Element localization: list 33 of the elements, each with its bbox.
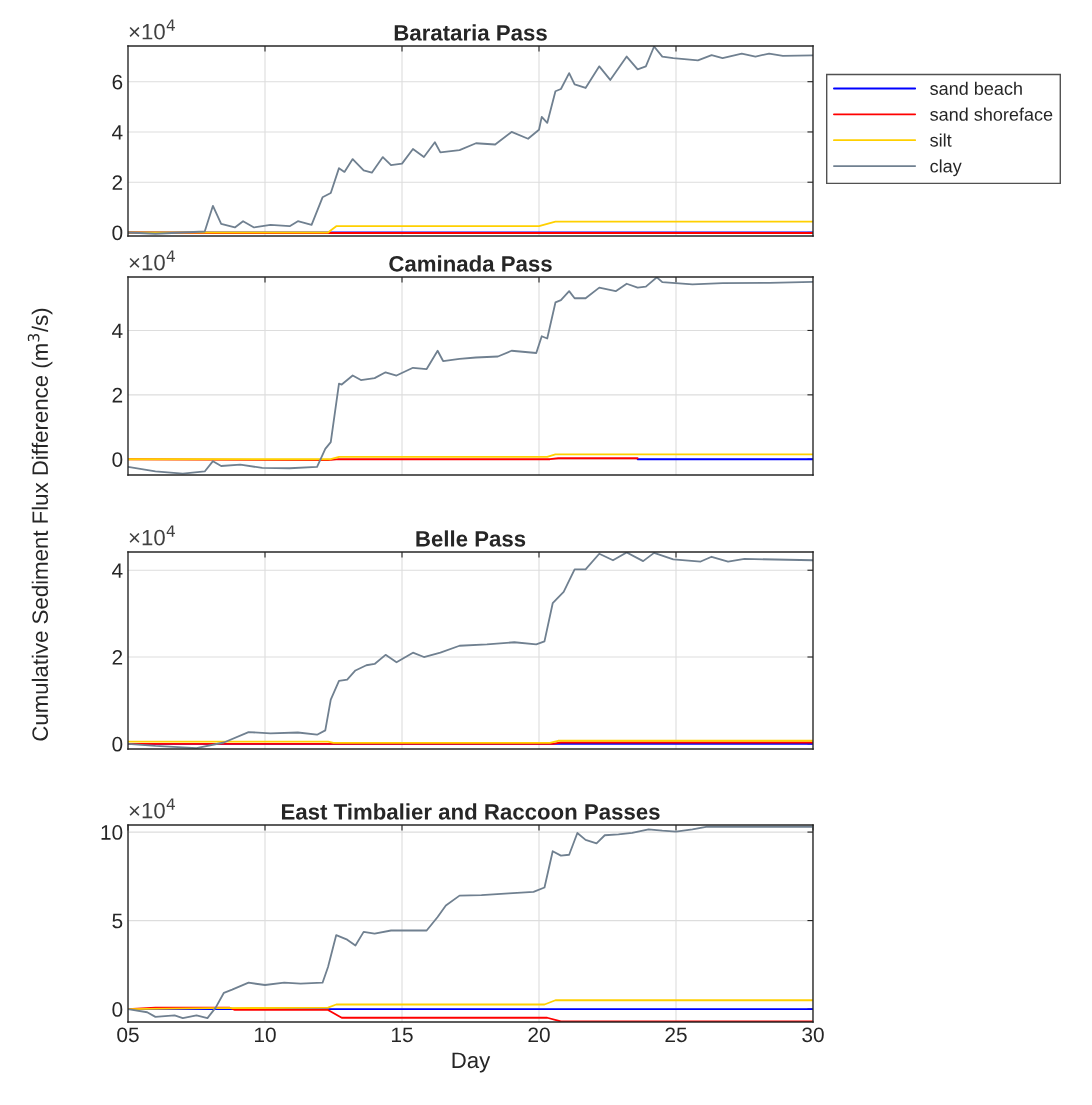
y-tick-label: 4 — [112, 563, 123, 578]
x-tick-label: 30 — [802, 1027, 824, 1043]
chart-title: East Timbalier and Raccoon Passes — [281, 803, 660, 820]
chart-title: Barataria Pass — [394, 24, 547, 41]
legend-label: sand shoreface — [930, 107, 1053, 121]
y-axis-title: Cumulative Sediment Flux Difference (m$^{3}$/s) — [27, 308, 53, 741]
legend-label: silt — [930, 133, 952, 147]
y-tick-label: 5 — [112, 913, 123, 929]
x-tick-label: 10 — [255, 1027, 276, 1043]
text: ×10$^{4}$ — [129, 250, 175, 271]
y-tick-label: 4 — [112, 125, 123, 140]
y-tick-label: 4 — [112, 323, 123, 338]
chart-title: Caminada Pass — [389, 255, 552, 272]
text: ×10$^{4}$ — [129, 798, 175, 819]
y-tick-label: 6 — [112, 74, 123, 90]
x-axis-title: Day — [452, 1052, 491, 1073]
y-tick-label: 0 — [112, 452, 123, 467]
y-tick-label: 0 — [112, 736, 123, 752]
y-tick-label: 2 — [112, 650, 123, 665]
x-tick-label: 25 — [665, 1027, 687, 1043]
text: ×10$^{4}$ — [129, 19, 175, 40]
chart-title: Belle Pass — [416, 530, 526, 547]
x-tick-label: 15 — [392, 1027, 413, 1043]
text: ×10$^{4}$ — [129, 525, 175, 546]
y-tick-label: 2 — [112, 175, 123, 190]
y-tick-label: 0 — [112, 1002, 123, 1017]
legend-label: sand beach — [930, 81, 1022, 95]
y-tick-label: 0 — [112, 225, 123, 241]
legend-label: clay — [930, 159, 962, 177]
x-tick-label: 20 — [528, 1027, 550, 1043]
x-tick-label: 05 — [117, 1027, 139, 1043]
y-tick-label: 2 — [112, 387, 123, 403]
y-tick-label: 10 — [101, 825, 123, 840]
